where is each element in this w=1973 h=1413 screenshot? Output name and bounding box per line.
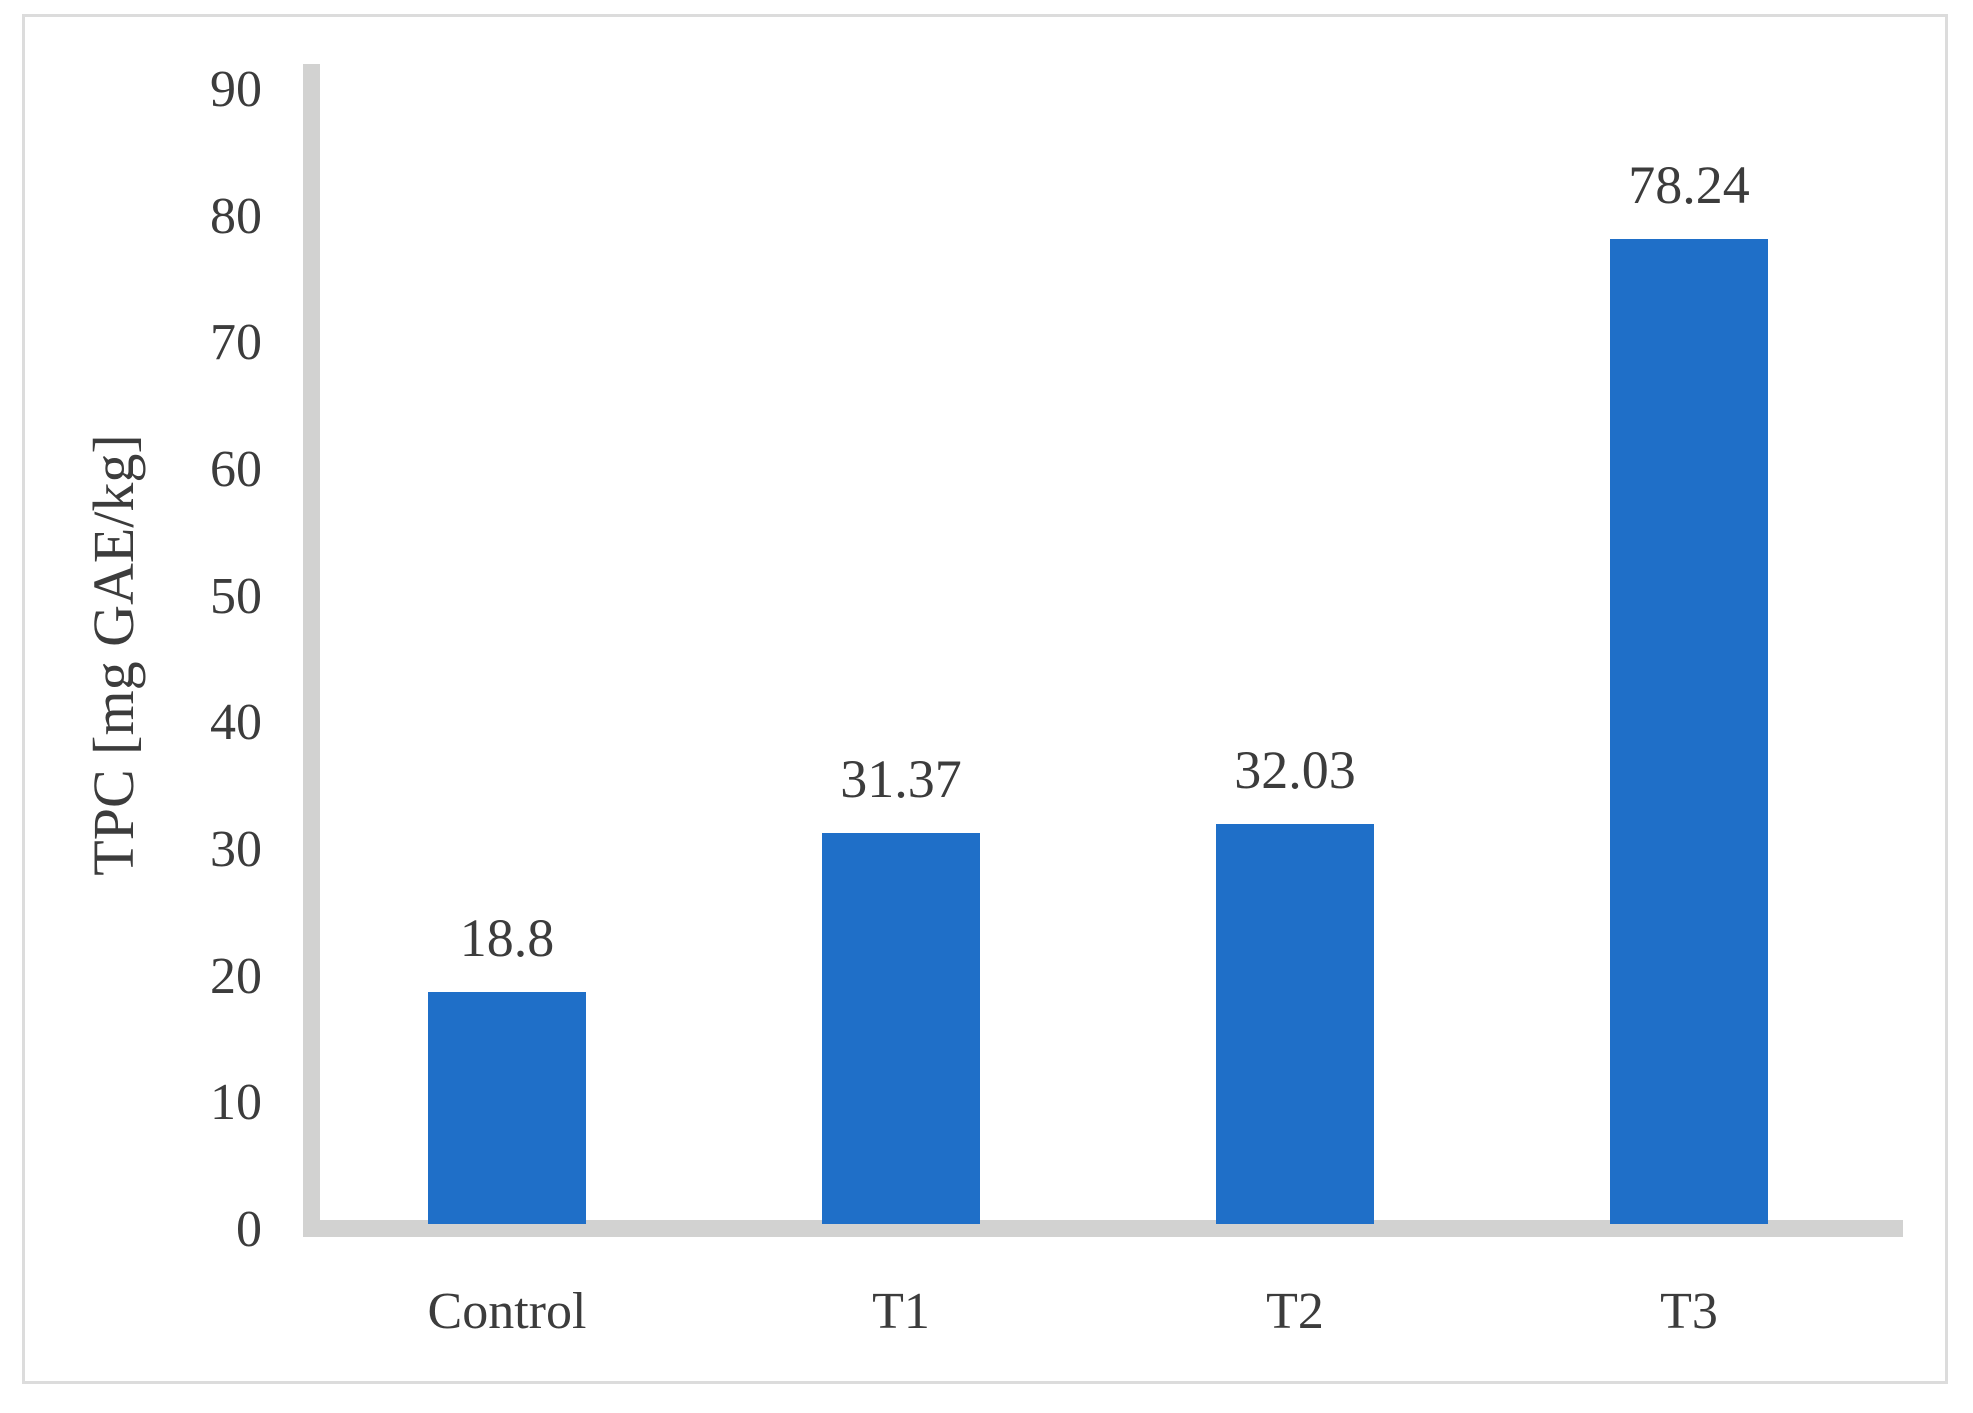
bar-t3: [1610, 238, 1768, 1224]
y-tick-label-0: 0: [236, 1201, 262, 1258]
y-tick-label-10: 10: [210, 1074, 262, 1132]
value-label-t2: 32.03: [1234, 740, 1356, 801]
x-category-label-control: Control: [427, 1283, 587, 1340]
y-tick-label-40: 40: [210, 694, 262, 752]
bar-control: [428, 991, 586, 1224]
y-tick-label-60: 60: [210, 441, 262, 498]
value-label-control: 18.8: [459, 907, 555, 968]
bar-t1: [822, 832, 980, 1224]
value-label-t3: 78.24: [1628, 154, 1750, 215]
x-axis-line: [303, 1220, 1903, 1237]
value-label-t1: 31.37: [840, 748, 962, 809]
x-category-label-t3: T3: [1660, 1283, 1718, 1340]
y-tick-label-80: 80: [210, 187, 262, 245]
x-category-label-t1: T1: [872, 1283, 930, 1340]
y-tick-label-30: 30: [210, 821, 262, 878]
y-tick-label-90: 90: [210, 61, 262, 118]
y-tick-label-50: 50: [210, 567, 262, 625]
y-tick-label-20: 20: [210, 947, 262, 1005]
y-tick-label-70: 70: [210, 314, 262, 372]
x-category-label-t2: T2: [1266, 1283, 1324, 1340]
bar-t2: [1216, 824, 1374, 1224]
y-axis-line: [303, 64, 320, 1237]
